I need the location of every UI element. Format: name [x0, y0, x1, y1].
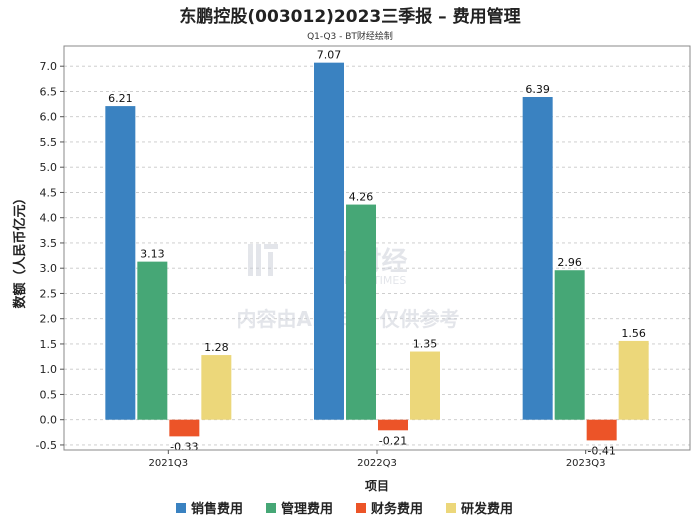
bar: [586, 419, 617, 441]
data-label: 6.21: [108, 92, 133, 105]
x-tick-label: 2022Q3: [357, 458, 397, 469]
x-tick-label: 2021Q3: [148, 458, 188, 469]
bar: [554, 270, 585, 420]
data-label: 2.96: [557, 256, 582, 269]
legend-swatch: [176, 503, 186, 513]
y-tick-label: 6.0: [40, 111, 58, 124]
data-label: -0.21: [379, 434, 407, 447]
legend-swatch: [446, 503, 456, 513]
y-tick-label: 3.0: [40, 262, 58, 275]
bt-logo-icon: [248, 244, 278, 276]
y-tick-label: 1.0: [40, 363, 58, 376]
bar: [137, 261, 168, 420]
chart-subtitle: Q1-Q3 - BT财经绘制: [307, 30, 393, 42]
y-axis-label: 数额（人民币亿元）: [12, 191, 28, 308]
bar: [410, 351, 440, 420]
bar: [618, 340, 649, 420]
bar: [169, 419, 200, 437]
y-tick-label: 3.5: [40, 237, 58, 250]
y-tick-label: 5.0: [40, 161, 58, 174]
legend-label: 财务费用: [371, 501, 423, 517]
x-tick-label: 2023Q3: [566, 458, 606, 469]
legend-label: 销售费用: [191, 501, 243, 517]
chart-title: 东鹏控股(003012)2023三季报 – 费用管理: [179, 6, 520, 27]
bar: [105, 106, 136, 420]
data-label: 1.28: [204, 341, 229, 354]
y-tick-label: 7.0: [40, 60, 58, 73]
data-label: 3.13: [140, 248, 165, 261]
y-tick-label: 4.0: [40, 212, 58, 225]
data-label: -0.33: [170, 440, 198, 453]
y-tick-label: -0.5: [36, 439, 57, 452]
y-tick-label: 6.5: [40, 85, 58, 98]
y-tick-label: 4.5: [40, 186, 58, 199]
data-label: -0.41: [587, 444, 615, 457]
y-tick-label: 0.5: [40, 388, 58, 401]
x-axis-label: 项目: [365, 479, 389, 493]
data-label: 1.56: [621, 327, 646, 340]
data-label: 4.26: [349, 191, 374, 204]
y-tick-label: 1.5: [40, 338, 58, 351]
legend-swatch: [356, 503, 366, 513]
bar: [346, 204, 376, 420]
y-tick-label: 5.5: [40, 136, 58, 149]
data-label: 7.07: [317, 49, 342, 62]
bar: [522, 97, 553, 420]
bar: [314, 62, 344, 420]
data-label: 6.39: [525, 83, 550, 96]
bar: [201, 355, 232, 420]
legend-swatch: [266, 503, 276, 513]
data-label: 1.35: [413, 338, 438, 351]
y-tick-label: 2.5: [40, 287, 58, 300]
legend-label: 管理费用: [281, 501, 333, 517]
y-tick-label: 2.0: [40, 313, 58, 326]
y-tick-label: 0.0: [40, 414, 58, 427]
bar: [378, 419, 408, 431]
legend-label: 研发费用: [461, 501, 513, 517]
